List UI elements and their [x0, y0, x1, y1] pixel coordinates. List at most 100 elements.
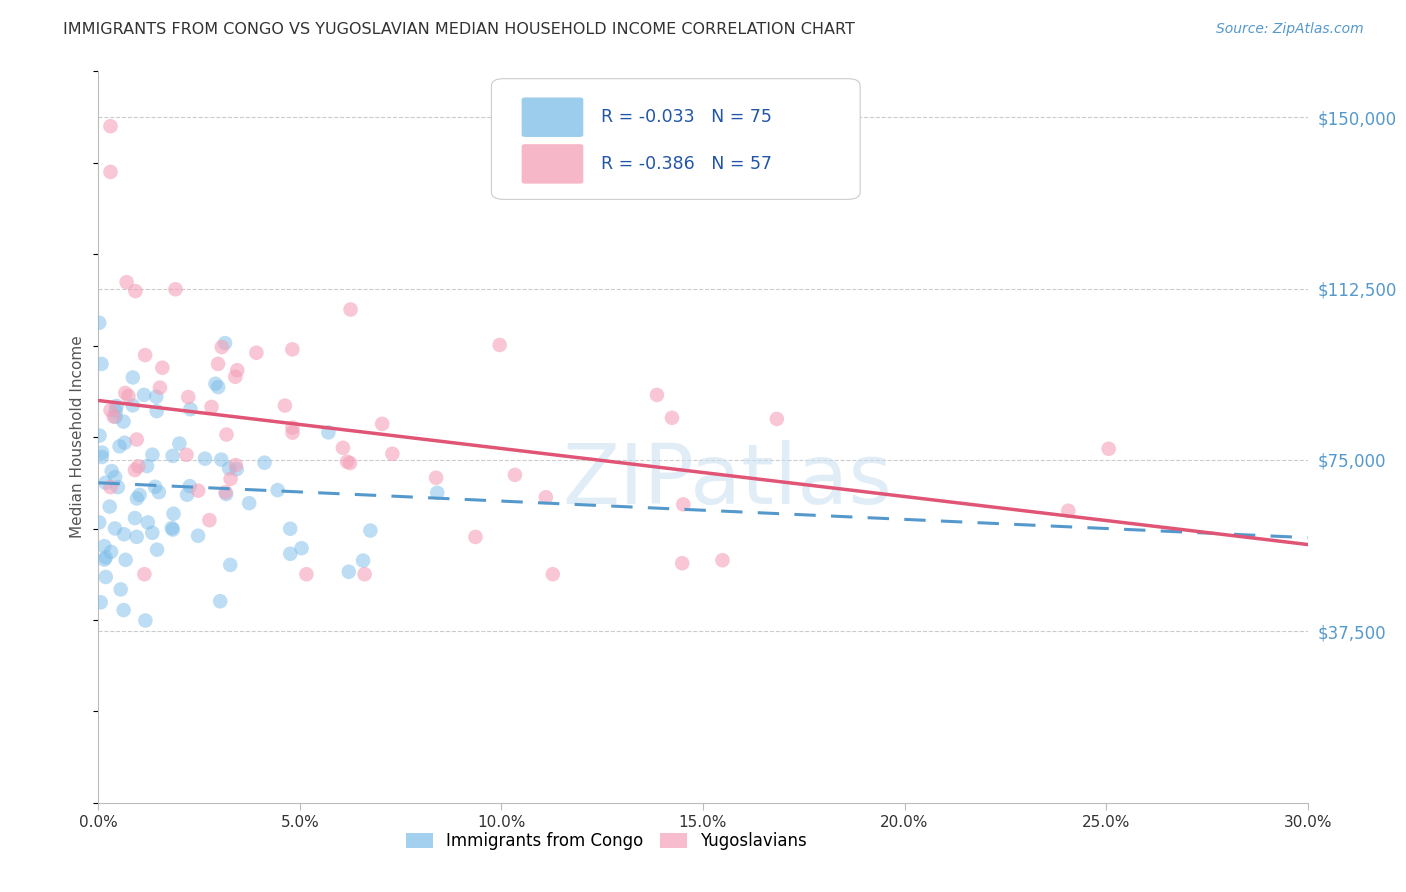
Point	[134, 567, 156, 582]
Point	[124, 284, 146, 298]
Point	[225, 458, 247, 472]
Point	[125, 491, 148, 506]
Point	[266, 483, 288, 497]
Point	[112, 527, 135, 541]
Point	[90, 450, 112, 464]
Point	[179, 479, 201, 493]
Point	[115, 275, 138, 289]
Point	[100, 480, 122, 494]
Point	[124, 511, 146, 525]
Point	[136, 516, 159, 530]
Point	[162, 449, 184, 463]
Point	[94, 475, 117, 490]
Point	[218, 461, 240, 475]
Point	[187, 529, 209, 543]
Point	[209, 452, 232, 467]
Point	[187, 483, 209, 498]
Point	[177, 390, 200, 404]
Text: ZIPatlas: ZIPatlas	[562, 441, 893, 522]
Point	[141, 448, 163, 462]
Point	[103, 409, 125, 424]
Point	[146, 542, 169, 557]
Point	[112, 415, 135, 429]
Point	[145, 390, 167, 404]
Point	[381, 447, 404, 461]
Point	[766, 412, 789, 426]
Point	[93, 552, 115, 566]
Point	[93, 539, 115, 553]
Point	[204, 376, 226, 391]
Point	[672, 497, 695, 511]
Y-axis label: Median Household Income: Median Household Income	[70, 335, 86, 539]
Point	[337, 565, 360, 579]
Point	[332, 441, 354, 455]
Point	[121, 370, 143, 384]
Point	[425, 471, 447, 485]
Point	[219, 558, 242, 572]
Point	[253, 456, 276, 470]
Point	[534, 490, 557, 504]
Point	[219, 472, 242, 486]
Point	[104, 521, 127, 535]
Point	[207, 380, 229, 394]
Point	[112, 603, 135, 617]
Point	[145, 404, 167, 418]
Point	[645, 388, 668, 402]
Point	[224, 369, 246, 384]
Point	[711, 553, 734, 567]
Point	[100, 545, 122, 559]
Point	[108, 439, 131, 453]
Point	[464, 530, 486, 544]
Point	[214, 336, 236, 351]
Point	[91, 445, 114, 459]
Point	[89, 428, 111, 442]
Text: Source: ZipAtlas.com: Source: ZipAtlas.com	[1216, 22, 1364, 37]
Point	[114, 435, 136, 450]
Point	[426, 485, 449, 500]
Point	[176, 448, 198, 462]
Point	[100, 165, 122, 179]
Point	[215, 487, 238, 501]
Point	[225, 462, 247, 476]
Point	[290, 541, 312, 556]
Point	[200, 400, 222, 414]
Point	[127, 459, 149, 474]
Point	[359, 524, 381, 538]
Point	[371, 417, 394, 431]
Text: R = -0.033   N = 75: R = -0.033 N = 75	[602, 108, 772, 127]
Legend: Immigrants from Congo, Yugoslavians: Immigrants from Congo, Yugoslavians	[399, 825, 813, 856]
FancyBboxPatch shape	[522, 145, 583, 184]
Point	[134, 614, 156, 628]
Point	[90, 595, 112, 609]
Point	[194, 451, 217, 466]
Point	[488, 338, 510, 352]
Point	[162, 523, 184, 537]
Point	[100, 119, 122, 133]
Point	[281, 425, 304, 440]
Point	[207, 357, 229, 371]
Point	[100, 403, 122, 417]
Point	[295, 567, 318, 582]
Point	[245, 345, 267, 359]
Point	[162, 507, 184, 521]
Point	[198, 513, 221, 527]
Point	[117, 389, 139, 403]
Point	[132, 388, 155, 402]
Point	[1057, 504, 1080, 518]
Point	[353, 567, 375, 582]
Point	[318, 425, 340, 440]
Point	[150, 360, 173, 375]
Point	[211, 340, 233, 354]
Point	[107, 480, 129, 494]
Point	[148, 485, 170, 500]
Point	[104, 409, 127, 424]
Point	[104, 403, 127, 417]
Point	[104, 470, 127, 484]
Point	[89, 316, 111, 330]
Point	[281, 420, 304, 434]
Point	[105, 399, 128, 413]
Point	[215, 427, 238, 442]
Point	[541, 567, 564, 582]
Point	[214, 485, 236, 500]
Point	[124, 463, 146, 477]
